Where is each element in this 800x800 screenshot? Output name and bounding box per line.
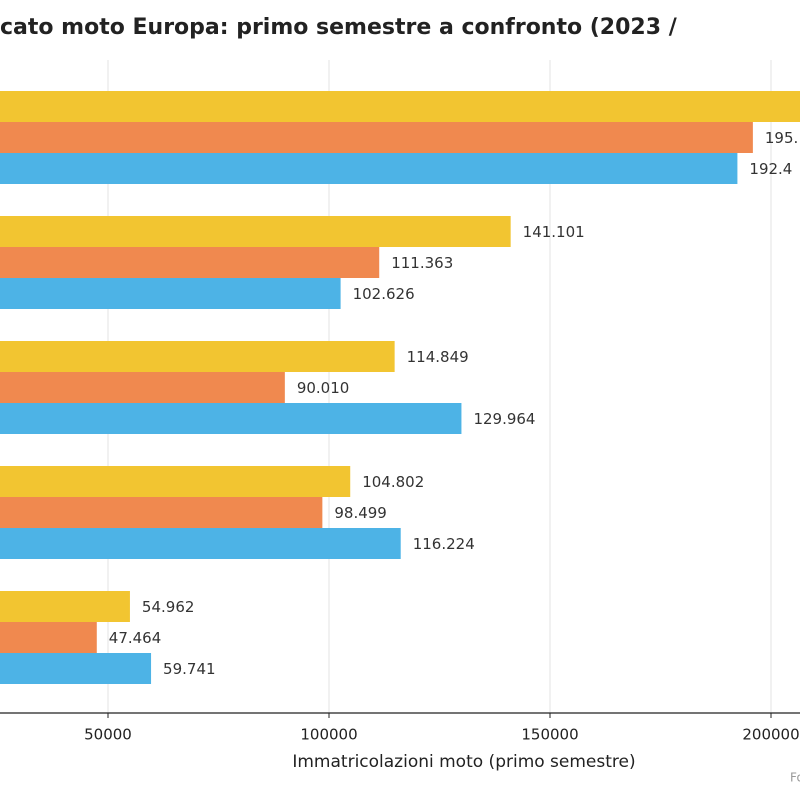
bar — [0, 466, 351, 497]
value-label: 116.224 — [413, 535, 475, 553]
value-label: 104.802 — [362, 473, 424, 491]
source-note: Fo — [790, 771, 800, 785]
x-tick-label: 150000 — [521, 726, 578, 744]
bar — [0, 341, 395, 372]
bar — [0, 622, 97, 653]
value-label: 114.849 — [407, 348, 469, 366]
bar — [0, 278, 341, 309]
x-tick-label: 100000 — [300, 726, 357, 744]
value-label: 129.964 — [473, 410, 535, 428]
bar — [0, 528, 401, 559]
bar — [0, 247, 380, 278]
value-label: 192.4 — [749, 160, 792, 178]
bar — [0, 497, 323, 528]
chart-title: cato moto Europa: primo semestre a confr… — [0, 15, 678, 40]
value-label: 111.363 — [391, 254, 453, 272]
bar — [0, 216, 511, 247]
value-label: 59.741 — [163, 660, 216, 678]
value-label: 90.010 — [297, 379, 350, 397]
x-tick-label: 50000 — [84, 726, 132, 744]
value-label: 102.626 — [353, 285, 415, 303]
value-label: 195. — [765, 129, 798, 147]
x-axis-label: Immatricolazioni moto (primo semestre) — [292, 752, 635, 772]
bar — [0, 122, 753, 153]
value-label: 54.962 — [142, 598, 195, 616]
value-label: 98.499 — [334, 504, 387, 522]
x-tick-label: 200000 — [742, 726, 799, 744]
bar — [0, 153, 738, 184]
bar — [0, 91, 800, 122]
bar — [0, 653, 152, 684]
bar — [0, 372, 285, 403]
value-label: 141.101 — [523, 223, 585, 241]
bar — [0, 403, 462, 434]
bar — [0, 591, 130, 622]
value-label: 47.464 — [109, 629, 162, 647]
